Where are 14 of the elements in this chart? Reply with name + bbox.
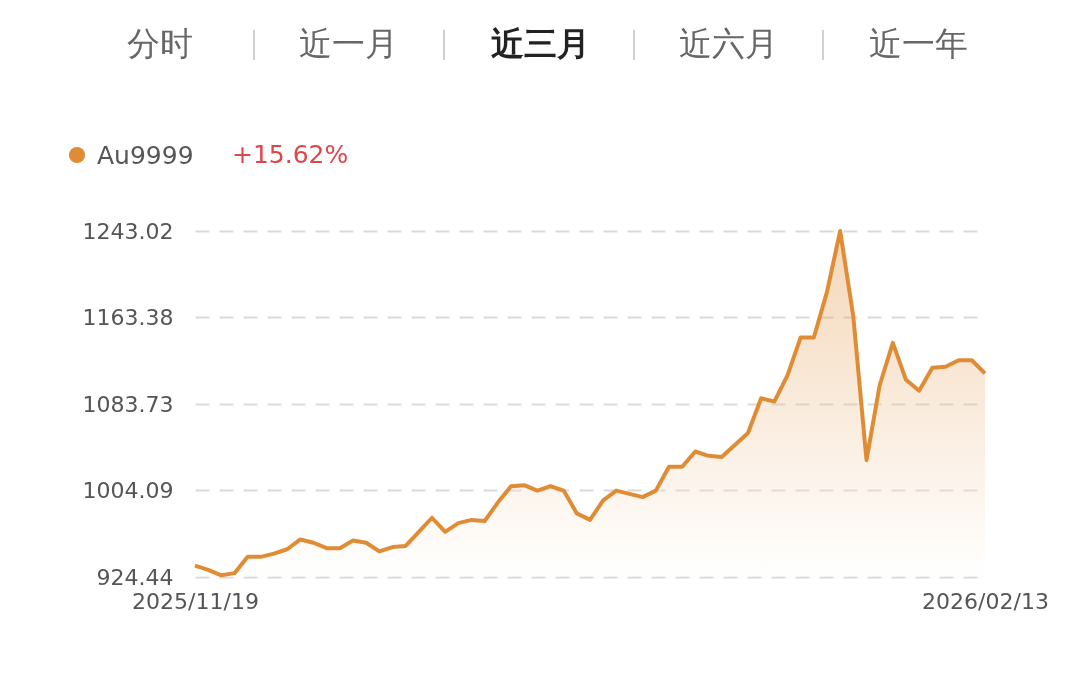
y-tick-label: 1083.73	[82, 391, 174, 417]
x-tick-label: 2025/11/19	[132, 588, 259, 614]
x-tick-label: 2026/02/13	[922, 588, 1049, 614]
text: 近一年	[868, 24, 968, 63]
text: 近六月	[678, 24, 778, 63]
text: 分时	[127, 24, 193, 63]
text: +15.62%	[232, 140, 349, 169]
y-tick-label: 924.44	[96, 564, 174, 590]
text: 近一月	[298, 24, 398, 63]
legend-label: Au9999	[97, 141, 194, 170]
y-tick-label: 1004.09	[82, 477, 174, 503]
y-tick-label: 1243.02	[82, 218, 174, 244]
y-tick-label: 1163.38	[82, 304, 174, 330]
text: 近三月	[490, 24, 590, 63]
